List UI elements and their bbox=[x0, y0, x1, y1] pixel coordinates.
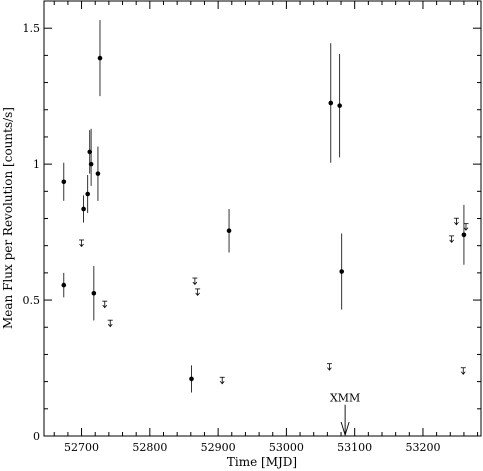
data-point bbox=[337, 103, 342, 108]
x-tick-label: 53200 bbox=[405, 441, 440, 454]
x-tick-label: 53000 bbox=[269, 441, 304, 454]
x-tick-labels: 52700 52800 52900 53000 53100 53200 bbox=[64, 441, 440, 454]
x-tick-label: 52900 bbox=[201, 441, 236, 454]
data-point bbox=[95, 171, 101, 176]
data-point bbox=[91, 290, 97, 296]
y-tick-label: 1.5 bbox=[23, 22, 41, 35]
y-tick-labels: 0 0.5 1 1.5 bbox=[23, 22, 41, 443]
upper-limit-arrowhead bbox=[79, 243, 84, 248]
y-tick-label: 1 bbox=[33, 158, 40, 171]
data-point bbox=[461, 232, 467, 238]
upper-limit-arrowhead bbox=[454, 221, 459, 226]
y-axis-label: Mean Flux per Revolution [counts/s] bbox=[1, 107, 15, 329]
y-tick-label: 0 bbox=[33, 430, 40, 443]
xmm-arrow-head bbox=[340, 421, 350, 437]
upper-limit-arrowhead bbox=[195, 292, 200, 297]
data-point bbox=[88, 161, 94, 167]
upper-limit-arrowhead bbox=[449, 239, 454, 244]
upper-limit-arrowhead bbox=[107, 323, 113, 328]
x-tick-label: 52700 bbox=[64, 441, 99, 454]
data-point bbox=[61, 179, 67, 185]
annotations: XMM bbox=[330, 392, 360, 437]
upper-limit-arrowhead bbox=[219, 381, 225, 385]
data-point bbox=[85, 191, 90, 197]
axis-ticks bbox=[44, 0, 481, 437]
xmm-annotation-label: XMM bbox=[330, 392, 360, 405]
x-axis-label: Time [MJD] bbox=[227, 455, 297, 469]
upper-limit-arrowhead bbox=[102, 304, 108, 309]
upper-limit-arrowhead bbox=[192, 281, 198, 286]
plot-frame bbox=[43, 0, 482, 437]
data-point bbox=[81, 206, 86, 212]
x-tick-label: 52800 bbox=[132, 441, 167, 454]
data-point bbox=[189, 376, 194, 382]
detection-points bbox=[61, 20, 467, 393]
data-point bbox=[61, 282, 67, 288]
upper-limit-arrowhead bbox=[463, 227, 469, 231]
data-point bbox=[97, 55, 103, 61]
data-point bbox=[339, 269, 345, 274]
data-point bbox=[226, 228, 232, 234]
data-point bbox=[328, 100, 334, 106]
upper-limit-arrowhead bbox=[460, 371, 466, 375]
upper-limit-arrowhead bbox=[327, 367, 332, 371]
upper-limit-markers bbox=[79, 217, 469, 385]
y-tick-label: 0.5 bbox=[23, 294, 41, 307]
x-tick-label: 53100 bbox=[337, 441, 372, 454]
